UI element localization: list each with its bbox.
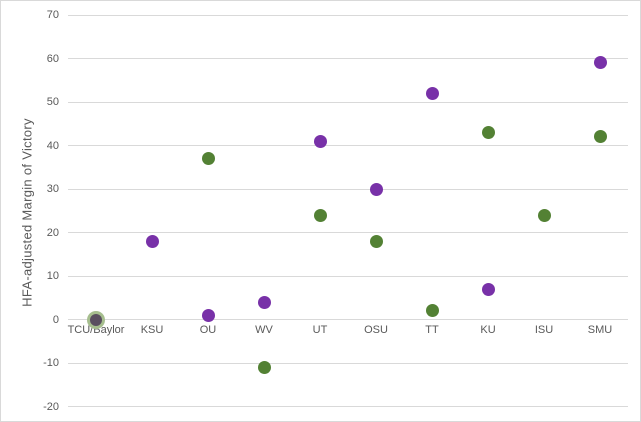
- y-tick-label: 40: [46, 139, 59, 152]
- x-category-label: UT: [312, 324, 328, 336]
- scatter-point-purple[interactable]: [313, 134, 327, 148]
- scatter-point-green[interactable]: [425, 304, 439, 318]
- y-tick-label: -20: [43, 400, 59, 413]
- scatter-point-purple[interactable]: [425, 86, 439, 100]
- y-tick-label: 10: [46, 270, 59, 282]
- y-tick-label: -10: [43, 357, 59, 369]
- y-tick-label: 30: [46, 183, 59, 195]
- x-category-label: TCU/Baylor: [67, 324, 125, 336]
- gridline: [68, 188, 628, 190]
- x-category-label: KU: [480, 324, 496, 336]
- scatter-point-purple[interactable]: [145, 234, 159, 248]
- scatter-point-green[interactable]: [257, 360, 271, 374]
- gridline: [68, 14, 628, 16]
- scatter-point-purple[interactable]: [593, 56, 607, 70]
- y-tick-label: 0: [52, 313, 59, 326]
- y-tick-label: 50: [46, 96, 59, 108]
- scatter-point-green[interactable]: [593, 130, 607, 144]
- scatter-point-green[interactable]: [537, 208, 551, 222]
- scatter-point-green[interactable]: [313, 208, 327, 222]
- scatter-point-purple[interactable]: [481, 282, 495, 296]
- gridline: [68, 362, 628, 364]
- scatter-point-green[interactable]: [481, 125, 495, 139]
- x-category-label: WV: [255, 324, 273, 336]
- gridline: [68, 145, 628, 146]
- scatter-point-green[interactable]: [369, 234, 383, 248]
- gridline: [68, 58, 628, 59]
- scatter-point-purple[interactable]: [369, 182, 383, 196]
- gridline: [68, 232, 628, 233]
- y-tick-label: 60: [46, 52, 59, 65]
- y-tick-label: 20: [46, 226, 59, 239]
- overlap-point-inner[interactable]: [90, 313, 102, 326]
- x-category-label: OSU: [364, 324, 388, 336]
- scatter-point-purple[interactable]: [201, 308, 215, 322]
- x-category-label: KSU: [140, 324, 164, 336]
- y-tick-label: 70: [46, 9, 59, 21]
- x-category-label: SMU: [587, 324, 613, 336]
- x-category-label: OU: [199, 324, 217, 336]
- scatter-point-purple[interactable]: [257, 295, 271, 309]
- gridline: [68, 319, 628, 320]
- gridline: [68, 101, 628, 103]
- x-category-label: ISU: [534, 324, 554, 336]
- scatter-point-green[interactable]: [201, 152, 215, 166]
- gridline: [68, 406, 628, 407]
- gridline: [68, 275, 628, 277]
- x-category-label: TT: [425, 324, 439, 336]
